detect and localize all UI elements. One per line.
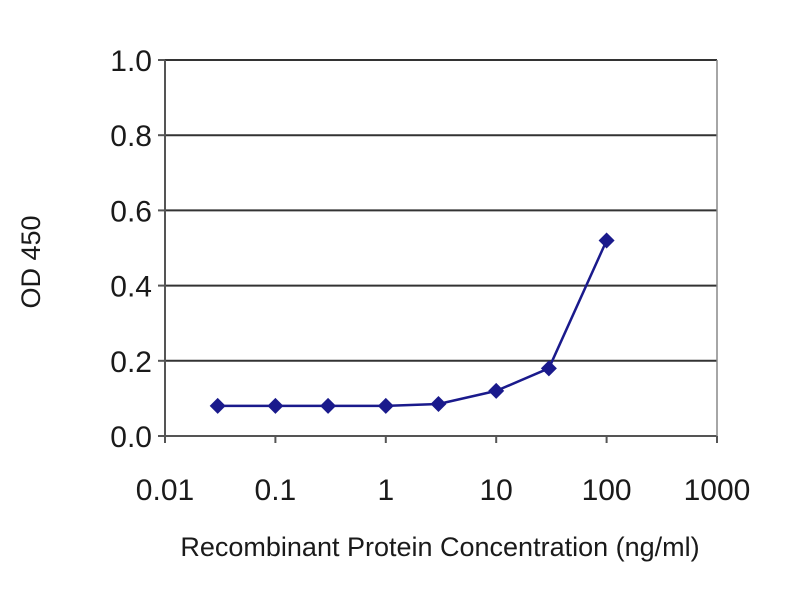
data-point-4	[430, 396, 447, 413]
y-tick-label-2: 0.4	[110, 271, 152, 304]
x-tick-label-2: 1	[377, 474, 394, 507]
x-tick-label-5: 1000	[684, 474, 751, 507]
y-tick-label-3: 0.6	[110, 195, 152, 228]
x-axis-title: Recombinant Protein Concentration (ng/ml…	[180, 532, 699, 562]
y-tick-labels: 0.0 0.2 0.4 0.6 0.8 1.0	[110, 45, 152, 454]
series-line-0	[217, 239, 608, 408]
data-point-5	[488, 382, 505, 399]
data-point-3	[377, 397, 394, 414]
data-point-2	[320, 397, 337, 414]
y-tick-label-4: 0.8	[110, 120, 152, 153]
data-point-1	[267, 397, 284, 414]
x-tick-label-0: 0.01	[136, 474, 194, 507]
y-tick-label-1: 0.2	[110, 346, 152, 379]
series-line-layer	[217, 239, 608, 408]
x-tick-labels: 0.01 0.1 1 10 100 1000	[136, 474, 751, 507]
x-tick-label-3: 10	[480, 474, 513, 507]
gridlines	[165, 59, 717, 362]
data-point-6	[540, 360, 557, 377]
plot-frame	[158, 59, 718, 443]
x-tick-label-1: 0.1	[255, 474, 297, 507]
series-marker-layer	[209, 232, 615, 414]
y-tick-label-5: 1.0	[110, 45, 152, 78]
x-tick-label-4: 100	[582, 474, 632, 507]
y-axis-title: OD 450	[16, 215, 46, 308]
data-point-7	[598, 232, 615, 249]
data-point-0	[209, 397, 226, 414]
y-tick-label-0: 0.0	[110, 421, 152, 454]
